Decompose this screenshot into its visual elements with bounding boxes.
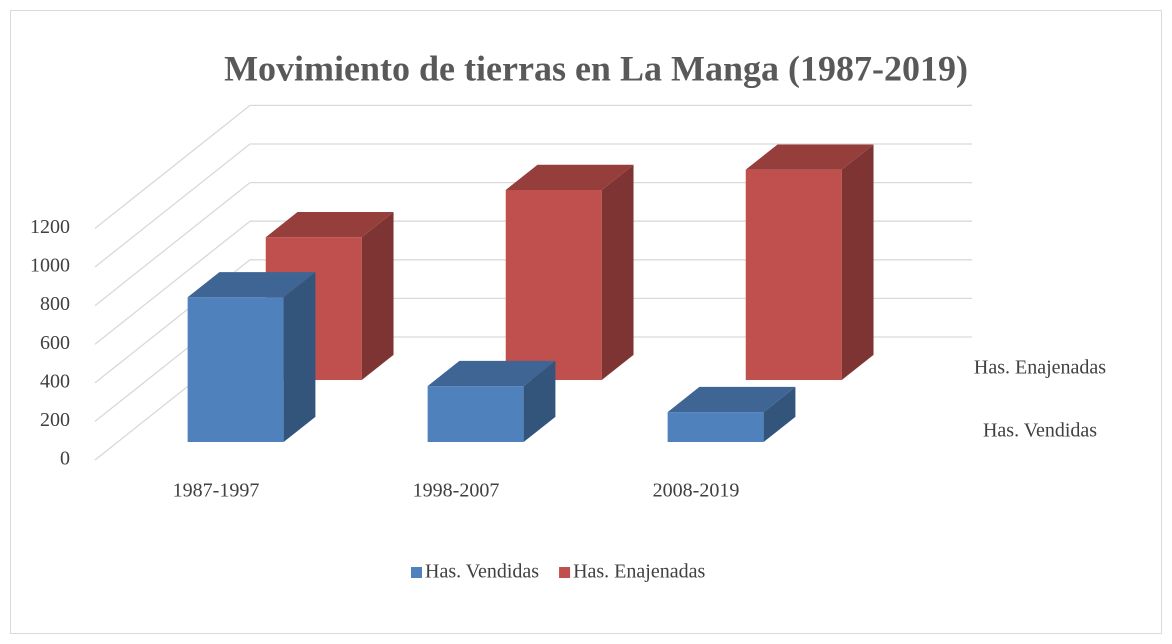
grid-line (94, 220, 251, 345)
x-tick-label: 1987-1997 (173, 480, 260, 502)
y-tick-label: 1000 (30, 255, 70, 277)
y-tick-label: 1200 (30, 216, 70, 238)
y-tick-label: 400 (40, 370, 70, 392)
grid-line (94, 143, 251, 268)
series-axis-label: Has. Enajenadas (974, 357, 1106, 379)
grid-line (94, 182, 251, 307)
bar-front (745, 169, 842, 381)
x-tick-label: 2008-2019 (653, 480, 740, 502)
bar-side (601, 164, 634, 381)
legend-swatch (559, 567, 571, 578)
bar-side (523, 360, 556, 443)
bar-side (283, 272, 316, 443)
bar-front (427, 386, 524, 443)
bar-front (505, 189, 602, 381)
grid-line (94, 104, 251, 229)
y-tick-label: 200 (40, 409, 70, 431)
bar-top (667, 386, 796, 413)
y-tick-label: 600 (40, 332, 70, 354)
series-axis-label: Has. Vendidas (983, 420, 1097, 442)
bar (745, 144, 874, 381)
bar (427, 360, 556, 443)
bar-top (187, 272, 316, 298)
bar-top (745, 144, 874, 170)
y-tick-label: 0 (60, 448, 70, 470)
bar-top (505, 164, 634, 190)
bar (667, 386, 796, 443)
bar-front (187, 297, 284, 443)
x-tick-label: 1998-2007 (413, 480, 500, 502)
bar-side (763, 386, 796, 443)
y-tick-label: 800 (40, 293, 70, 315)
bar-front (667, 412, 764, 443)
bar (187, 272, 316, 443)
legend-label: Has. Vendidas (425, 561, 539, 583)
bar-side (361, 212, 394, 381)
legend-label: Has. Enajenadas (573, 561, 705, 583)
bar-top (427, 360, 556, 387)
bar (505, 164, 634, 381)
bar-top (265, 212, 394, 238)
bar-side (841, 144, 874, 381)
legend-swatch (411, 567, 422, 578)
chart-title: Movimiento de tierras en La Manga (1987-… (224, 48, 968, 88)
